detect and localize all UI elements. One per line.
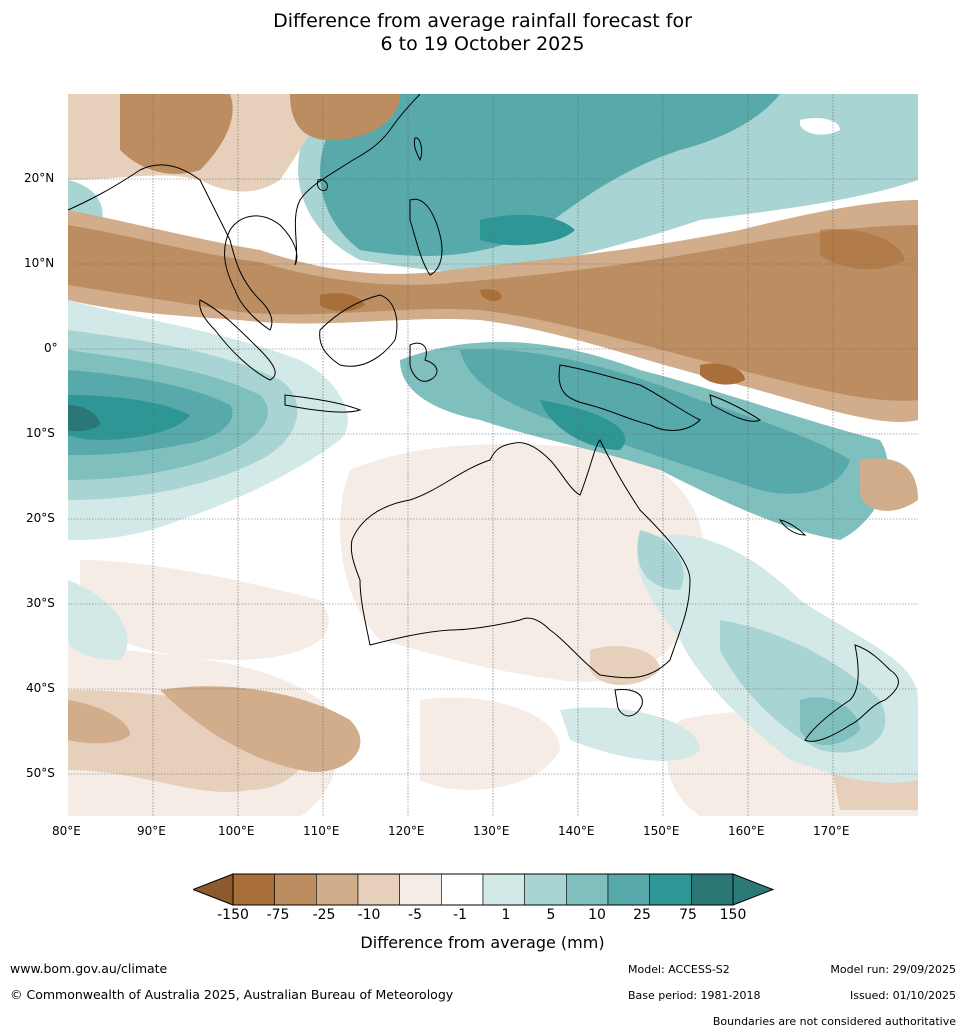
- title-line-2: 6 to 19 October 2025: [380, 33, 585, 55]
- lon-label-110e: 110°E: [303, 824, 340, 838]
- colorbar-swatch: [691, 873, 734, 906]
- new-guinea-coastline: [558, 364, 701, 431]
- colorbar-tick: -10: [357, 907, 381, 923]
- sumatra-coastline: [199, 299, 276, 381]
- model-name: Model: ACCESS-S2: [628, 963, 730, 976]
- colorbar-tick: -150: [217, 907, 249, 923]
- website-link[interactable]: www.bom.gov.au/climate: [10, 961, 168, 976]
- colorbar-swatch: [316, 873, 359, 906]
- colorbar-tick: 75: [679, 907, 697, 923]
- java-coastline: [284, 394, 362, 413]
- disclaimer: Boundaries are not considered authoritat…: [712, 1015, 956, 1028]
- colorbar-swatch: [232, 873, 275, 906]
- title-line-1: Difference from average rainfall forecas…: [273, 10, 692, 32]
- lat-label-40s: 40°S: [26, 681, 55, 695]
- colorbar-tick: 150: [719, 907, 747, 923]
- colorbar-tick: -75: [266, 907, 290, 923]
- colorbar-tick: 5: [546, 907, 556, 923]
- lon-label-160e: 160°E: [728, 824, 765, 838]
- colorbar: [193, 873, 775, 906]
- hainan-coastline: [317, 179, 328, 191]
- colorbar-extend-low: [193, 873, 234, 906]
- lon-label-80e: 80°E: [52, 824, 81, 838]
- colorbar-swatch: [649, 873, 692, 906]
- lon-label-150e: 150°E: [643, 824, 680, 838]
- colorbar-tick: -5: [408, 907, 422, 923]
- base-period: Base period: 1981-2018: [628, 989, 761, 1002]
- new-caledonia-coastline: [778, 519, 807, 536]
- colorbar-swatch: [441, 873, 484, 906]
- colorbar-tick: 25: [633, 907, 651, 923]
- colorbar-swatch: [482, 873, 525, 906]
- colorbar-tick: -25: [312, 907, 336, 923]
- lat-label-20n: 20°N: [24, 171, 55, 185]
- borneo-coastline: [319, 294, 398, 367]
- map-title: Difference from average rainfall forecas…: [0, 10, 965, 56]
- philippines-coastline: [409, 198, 443, 276]
- colorbar-swatch: [274, 873, 317, 906]
- lat-label-20s: 20°S: [26, 511, 55, 525]
- colorbar-extend-high: [732, 873, 775, 906]
- solomon-islands-coastline: [709, 394, 761, 422]
- lat-label-0: 0°: [44, 341, 58, 355]
- tasmania-coastline: [614, 689, 643, 717]
- colorbar-title: Difference from average (mm): [360, 933, 605, 952]
- lat-label-30s: 30°S: [26, 596, 55, 610]
- lat-label-10n: 10°N: [24, 256, 55, 270]
- taiwan-coastline: [413, 137, 423, 162]
- lon-label-100e: 100°E: [218, 824, 255, 838]
- colorbar-swatch: [399, 873, 442, 906]
- colorbar-swatch: [524, 873, 567, 906]
- colorbar-tick: -1: [453, 907, 467, 923]
- copyright-text: © Commonwealth of Australia 2025, Austra…: [10, 987, 454, 1002]
- issued-date: Issued: 01/10/2025: [849, 989, 956, 1002]
- lon-label-120e: 120°E: [388, 824, 425, 838]
- asia-coastline: [68, 94, 421, 331]
- lat-label-50s: 50°S: [26, 766, 55, 780]
- colorbar-swatch: [566, 873, 609, 906]
- sulawesi-coastline: [409, 342, 438, 382]
- model-run: Model run: 29/09/2025: [830, 963, 956, 976]
- lat-label-10s: 10°S: [26, 426, 55, 440]
- lon-label-140e: 140°E: [558, 824, 595, 838]
- lon-label-130e: 130°E: [473, 824, 510, 838]
- lon-label-90e: 90°E: [137, 824, 166, 838]
- colorbar-swatch: [357, 873, 400, 906]
- rainfall-map: [68, 94, 918, 816]
- colorbar-tick: 1: [501, 907, 511, 923]
- colorbar-swatch: [607, 873, 650, 906]
- new-zealand-coastline: [804, 644, 899, 742]
- lon-label-170e: 170°E: [813, 824, 850, 838]
- australia-coastline: [350, 439, 691, 679]
- colorbar-tick: 10: [588, 907, 606, 923]
